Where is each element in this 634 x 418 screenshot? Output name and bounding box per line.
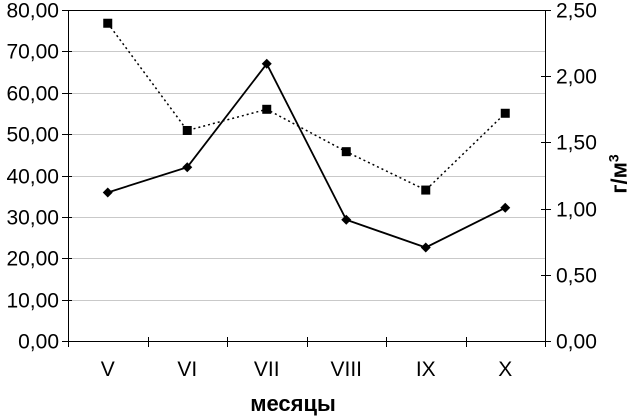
x-axis-category-label: VIII (330, 358, 362, 381)
left-axis-tick-label: 30,00 (6, 207, 59, 230)
series-line-dotted-line-square-markers-right-axis (107, 22, 506, 191)
x-axis-category-label: VI (177, 358, 197, 381)
data-point-solid-line-diamond-markers-left-axis-V (102, 187, 113, 198)
x-axis-category-label: VII (254, 358, 280, 381)
data-point-solid-line-diamond-markers-left-axis-VII (261, 58, 272, 69)
right-axis-title: г/м3 (605, 154, 632, 193)
data-point-solid-line-diamond-markers-left-axis-IX (420, 242, 431, 253)
right-axis-title-superscript: 3 (605, 154, 622, 163)
data-point-dotted-line-square-markers-right-axis-IX (421, 185, 431, 195)
data-point-dotted-line-square-markers-right-axis-VIII (341, 147, 351, 157)
right-axis-tick-label: 0,50 (556, 265, 597, 288)
data-point-solid-line-diamond-markers-left-axis-X (500, 202, 511, 213)
left-axis-tick-label: 20,00 (6, 248, 59, 271)
left-axis-tick-label: 0,00 (18, 331, 59, 354)
left-axis-tick-label: 70,00 (6, 41, 59, 64)
right-axis-tick-label: 2,00 (556, 66, 597, 89)
right-axis-tick-label: 1,00 (556, 199, 597, 222)
left-axis-tick-label: 40,00 (6, 166, 59, 189)
left-axis-tick-label: 10,00 (6, 290, 59, 313)
x-axis-category-label: IX (416, 358, 436, 381)
right-axis-tick-label: 1,50 (556, 132, 597, 155)
data-point-solid-line-diamond-markers-left-axis-VI (182, 162, 193, 173)
series-line-solid-line-diamond-markers-left-axis (107, 62, 506, 249)
x-axis-category-label: X (498, 358, 512, 381)
data-point-solid-line-diamond-markers-left-axis-VIII (341, 214, 352, 225)
data-point-dotted-line-square-markers-right-axis-V (103, 18, 113, 28)
left-axis-tick-label: 80,00 (6, 0, 59, 23)
data-point-dotted-line-square-markers-right-axis-X (500, 108, 510, 118)
data-point-dotted-line-square-markers-right-axis-VI (182, 125, 192, 135)
right-axis-title-text: г/м (606, 162, 632, 194)
x-axis-title: месяцы (250, 391, 336, 416)
left-axis-tick-label: 50,00 (6, 124, 59, 147)
right-axis-tick-label: 2,50 (556, 0, 597, 23)
right-axis-tick-label: 0,00 (556, 331, 597, 354)
left-axis-tick-label: 60,00 (6, 83, 59, 106)
data-point-dotted-line-square-markers-right-axis-VII (262, 104, 272, 114)
x-axis-category-label: V (101, 358, 115, 381)
